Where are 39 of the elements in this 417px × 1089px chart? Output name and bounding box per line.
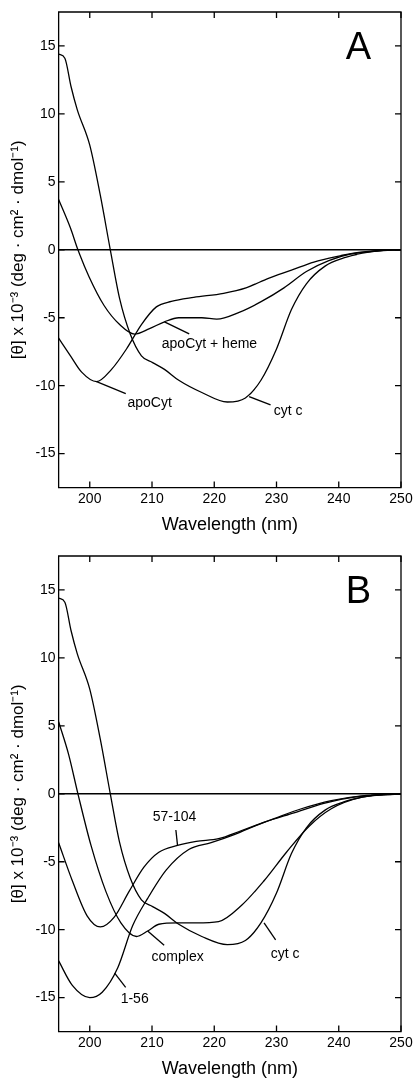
y-tick-label: 5 xyxy=(47,172,56,189)
y-tick-label: 10 xyxy=(40,648,56,665)
annotation: 1-56 xyxy=(120,990,149,1007)
chart-title: A xyxy=(345,25,372,68)
y-tick-label: -10 xyxy=(35,376,56,393)
y-tick-label: -5 xyxy=(43,852,56,869)
x-tick-label: 210 xyxy=(140,1033,164,1050)
y-tick-label: 10 xyxy=(40,104,56,121)
y-tick-label: 0 xyxy=(47,784,56,801)
annotation: cyt c xyxy=(270,944,300,961)
x-axis-title: Wavelength (nm) xyxy=(161,1058,299,1079)
y-tick-label: 15 xyxy=(40,36,56,53)
annotation: apoCyt + heme xyxy=(161,334,258,351)
y-tick-label: -5 xyxy=(43,308,56,325)
annotation: complex xyxy=(151,947,204,964)
x-tick-label: 220 xyxy=(202,1033,227,1050)
x-tick-label: 230 xyxy=(264,489,289,506)
y-tick-label: -15 xyxy=(35,444,56,461)
y-tick-label: 15 xyxy=(40,580,56,597)
x-tick-label: 200 xyxy=(78,1033,102,1050)
x-tick-label: 250 xyxy=(389,1033,413,1050)
annotation: cyt c xyxy=(273,402,303,419)
x-tick-label: 240 xyxy=(327,1033,351,1050)
y-axis-title: [θ] x 10⁻³ (deg · cm² · dmol⁻¹) xyxy=(7,140,27,360)
x-tick-label: 210 xyxy=(140,489,164,506)
annotation: apoCyt xyxy=(127,394,172,411)
y-axis-title: [θ] x 10⁻³ (deg · cm² · dmol⁻¹) xyxy=(7,684,27,904)
x-tick-label: 240 xyxy=(327,489,351,506)
annotation: 57-104 xyxy=(152,808,197,825)
x-tick-label: 250 xyxy=(389,489,413,506)
x-tick-label: 230 xyxy=(264,1033,289,1050)
y-tick-label: 0 xyxy=(47,240,56,257)
chart-title: B xyxy=(345,569,371,612)
y-tick-label: -15 xyxy=(35,988,56,1005)
y-tick-label: -10 xyxy=(35,920,56,937)
y-tick-label: 5 xyxy=(47,716,56,733)
x-tick-label: 200 xyxy=(78,489,102,506)
x-tick-label: 220 xyxy=(202,489,227,506)
x-axis-title: Wavelength (nm) xyxy=(161,514,299,535)
